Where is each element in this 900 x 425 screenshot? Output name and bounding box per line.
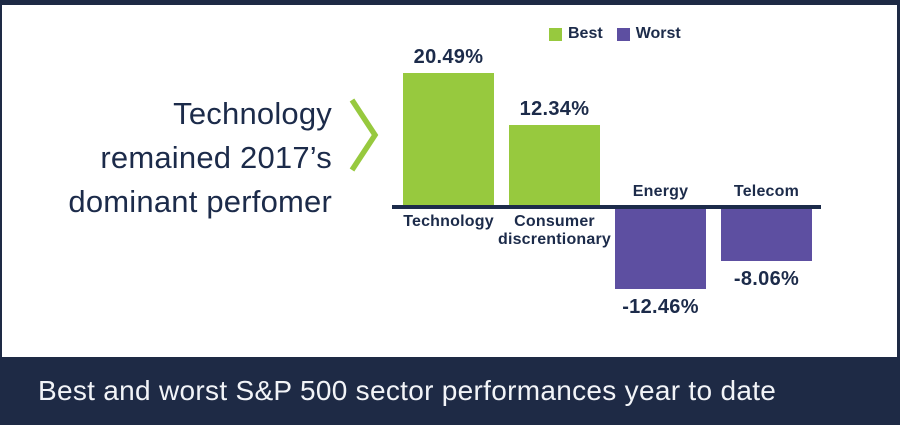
chevron-right-icon	[349, 98, 379, 172]
legend-label-best: Best	[568, 25, 603, 42]
bar-telecom	[721, 209, 812, 261]
caption-bar: Best and worst S&P 500 sector performanc…	[0, 357, 900, 425]
bar-value-label-energy: -12.46%	[622, 296, 699, 318]
chart-legend: Best Worst	[549, 25, 681, 43]
legend-label-worst: Worst	[635, 25, 681, 42]
bar-category-label-telecom: Telecom	[733, 183, 800, 200]
bar-consumer-discrentionary	[509, 125, 600, 205]
legend-item-worst: Worst	[616, 25, 681, 43]
x-axis-line	[392, 205, 821, 209]
legend-item-best: Best	[549, 25, 603, 43]
bar-category-label-energy: Energy	[632, 183, 689, 200]
frame-right-border	[897, 0, 900, 425]
bar-energy	[615, 209, 706, 289]
bar-value-label-telecom: -8.06%	[733, 268, 800, 290]
frame-top-border	[0, 0, 900, 5]
legend-swatch-best	[549, 27, 562, 41]
headline-line-3: dominant perfomer	[68, 184, 332, 219]
bar-value-label-consumer-discrentionary: 12.34%	[519, 98, 590, 120]
headline-line-2: remained 2017’s	[100, 140, 332, 175]
bar-category-label-consumer-discrentionary: Consumer discrentionary	[497, 213, 612, 248]
bar-category-label-technology: Technology	[403, 213, 494, 230]
frame-left-border	[0, 0, 2, 425]
bar-chart: 20.49% Technology 12.34% Consumer discrentio…	[392, 46, 821, 318]
headline: Technology remained 2017’s dominant perf…	[22, 92, 332, 224]
bar-value-label-technology: 20.49%	[413, 46, 484, 68]
legend-swatch-worst	[616, 27, 630, 41]
bar-technology	[403, 73, 494, 205]
headline-line-1: Technology	[173, 96, 332, 131]
caption-text: Best and worst S&P 500 sector performanc…	[38, 375, 777, 406]
